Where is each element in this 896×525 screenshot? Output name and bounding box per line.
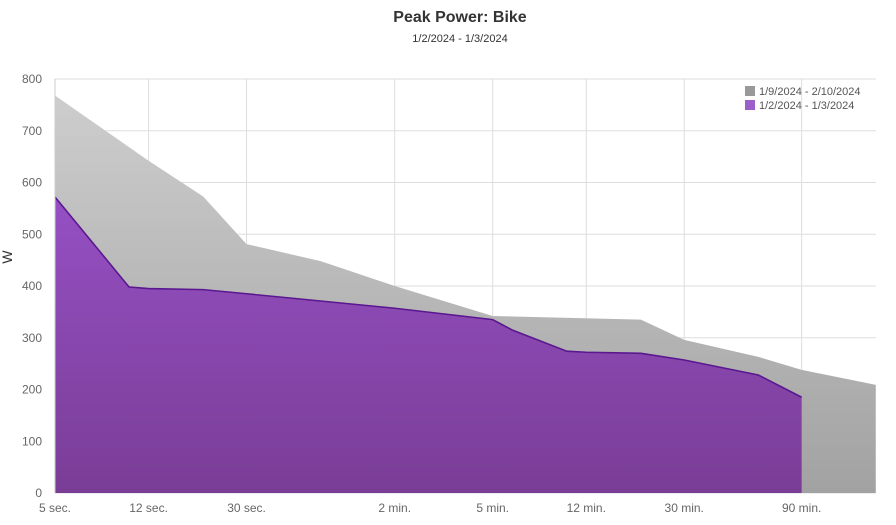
y-tick-label: 0 (35, 486, 42, 500)
series-area-1 (55, 196, 802, 494)
legend-label: 1/2/2024 - 1/3/2024 (759, 100, 854, 112)
chart-subtitle: 1/2/2024 - 1/3/2024 (412, 33, 508, 45)
y-tick-label: 200 (22, 383, 42, 397)
legend-label: 1/9/2024 - 2/10/2024 (759, 86, 861, 98)
x-tick-label: 90 min. (782, 501, 821, 515)
x-tick-label: 30 min. (665, 501, 704, 515)
y-tick-label: 300 (22, 331, 42, 345)
y-tick-label: 400 (22, 279, 42, 293)
y-tick-label: 600 (22, 176, 42, 190)
y-tick-label: 100 (22, 434, 42, 448)
y-tick-label: 800 (22, 72, 42, 86)
x-tick-label: 12 sec. (129, 501, 168, 515)
y-axis-label: W (0, 250, 15, 264)
legend-swatch (745, 86, 755, 96)
series-line-1 (54, 196, 803, 398)
x-tick-label: 30 sec. (227, 501, 266, 515)
x-tick-label: 5 min. (476, 501, 509, 515)
x-tick-label: 5 sec. (39, 501, 71, 515)
y-tick-label: 700 (22, 124, 42, 138)
x-tick-label: 12 min. (567, 501, 606, 515)
x-tick-label: 2 min. (378, 501, 411, 515)
chart-title: Peak Power: Bike (393, 9, 527, 26)
legend-swatch (745, 100, 755, 110)
y-tick-label: 500 (22, 227, 42, 241)
